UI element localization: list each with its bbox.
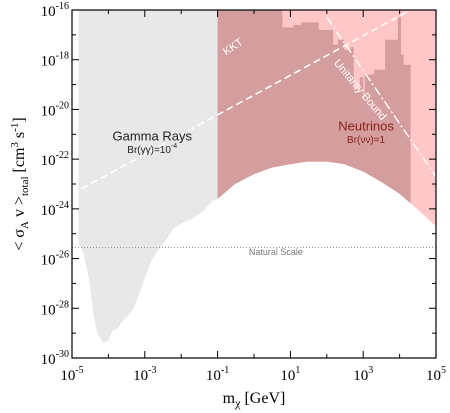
y-tick-label: 10-28 (41, 299, 69, 318)
overlap-excluded-region (217, 10, 411, 204)
gamma-rays-branching-label: Br(γγ)=10-4 (127, 143, 177, 156)
neutrinos-branching-label: Br(νν)=1 (347, 135, 386, 146)
kkt-line (72, 10, 411, 195)
y-tick-label: 10-24 (41, 200, 69, 219)
y-tick-labels: 10-30 10-28 10-26 10-24 10-22 10-20 10-18 10-16 (41, 1, 69, 368)
x-tick-label: 103 (353, 365, 373, 384)
y-tick-label: 10-22 (41, 150, 69, 169)
x-axis-label: mχ [GeV] (223, 390, 286, 410)
y-tick-label: 10-30 (41, 349, 69, 368)
x-tick-label: 10-1 (206, 365, 229, 384)
y-tick-label: 10-18 (41, 51, 69, 70)
natural-scale-annotation: Natural Scale (249, 247, 303, 257)
neutrinos-label: Neutrinos (338, 119, 394, 134)
x-tick-label: 101 (280, 365, 300, 384)
gamma-rays-excluded-region (78, 10, 218, 344)
x-tick-labels: 10-5 10-3 10-1 101 103 105 (60, 365, 446, 384)
x-tick-label: 10-5 (60, 365, 83, 384)
x-tick-label: 105 (426, 365, 446, 384)
gamma-rays-label: Gamma Rays (112, 129, 192, 144)
x-tick-label: 10-3 (133, 365, 156, 384)
y-tick-label: 10-20 (41, 100, 69, 119)
y-tick-label: 10-16 (41, 1, 69, 20)
unitarity-bound-line (326, 17, 436, 177)
y-tick-label: 10-26 (41, 250, 69, 269)
y-axis-label: < σA v >total [cm3 s-1] (9, 117, 31, 250)
plot-frame (71, 9, 437, 359)
